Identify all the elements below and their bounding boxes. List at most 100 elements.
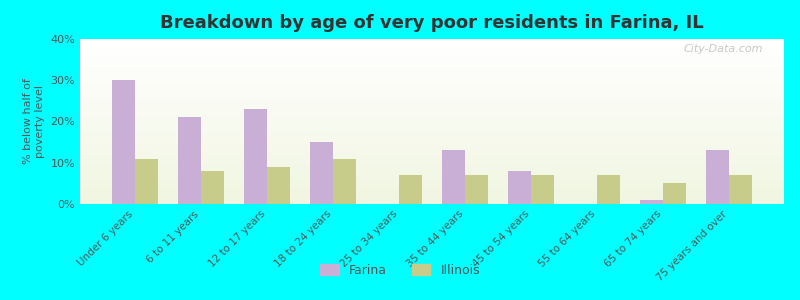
Bar bbox=[640, 200, 663, 204]
Bar bbox=[80, 199, 784, 201]
Bar bbox=[80, 42, 784, 44]
Bar bbox=[80, 131, 784, 133]
Bar bbox=[80, 57, 784, 59]
Bar bbox=[333, 159, 356, 204]
Bar bbox=[80, 182, 784, 184]
Bar bbox=[80, 82, 784, 83]
Bar bbox=[80, 92, 784, 93]
Bar bbox=[80, 179, 784, 181]
Bar bbox=[80, 201, 784, 202]
Bar bbox=[80, 88, 784, 90]
Bar bbox=[80, 123, 784, 125]
Bar bbox=[80, 115, 784, 116]
Bar bbox=[80, 79, 784, 80]
Bar bbox=[80, 188, 784, 189]
Bar bbox=[80, 194, 784, 196]
Bar bbox=[80, 62, 784, 64]
Bar bbox=[80, 153, 784, 154]
Bar bbox=[112, 80, 135, 204]
Bar bbox=[80, 128, 784, 130]
Bar bbox=[80, 120, 784, 122]
Bar bbox=[80, 72, 784, 74]
Bar bbox=[80, 126, 784, 128]
Bar bbox=[80, 168, 784, 169]
Bar bbox=[80, 95, 784, 97]
Bar bbox=[80, 113, 784, 115]
Bar bbox=[80, 181, 784, 182]
Bar bbox=[80, 145, 784, 146]
Bar bbox=[80, 106, 784, 108]
Bar bbox=[80, 146, 784, 148]
Bar bbox=[80, 130, 784, 131]
Bar bbox=[80, 59, 784, 60]
Bar bbox=[597, 175, 620, 204]
Bar bbox=[80, 141, 784, 143]
Bar bbox=[80, 158, 784, 159]
Bar bbox=[80, 191, 784, 193]
Bar bbox=[80, 135, 784, 136]
Bar bbox=[80, 102, 784, 103]
Bar bbox=[80, 44, 784, 46]
Bar bbox=[80, 202, 784, 204]
Bar bbox=[80, 50, 784, 52]
Bar bbox=[80, 97, 784, 98]
Bar bbox=[80, 148, 784, 149]
Bar bbox=[80, 125, 784, 126]
Bar bbox=[80, 110, 784, 112]
Y-axis label: % below half of
poverty level: % below half of poverty level bbox=[23, 79, 45, 164]
Bar bbox=[80, 143, 784, 145]
Bar bbox=[80, 140, 784, 141]
Bar bbox=[508, 171, 531, 204]
Bar bbox=[310, 142, 333, 204]
Bar bbox=[80, 39, 784, 40]
Bar bbox=[80, 46, 784, 47]
Bar bbox=[80, 186, 784, 188]
Bar bbox=[80, 77, 784, 79]
Bar bbox=[80, 122, 784, 123]
Bar bbox=[80, 171, 784, 172]
Bar bbox=[80, 52, 784, 54]
Bar bbox=[80, 159, 784, 161]
Bar bbox=[80, 54, 784, 56]
Bar bbox=[80, 98, 784, 100]
Bar bbox=[80, 65, 784, 67]
Bar bbox=[531, 175, 554, 204]
Bar bbox=[80, 93, 784, 95]
Bar bbox=[80, 67, 784, 69]
Bar bbox=[80, 90, 784, 92]
Bar bbox=[80, 105, 784, 106]
Bar bbox=[80, 197, 784, 199]
Bar bbox=[80, 112, 784, 113]
Legend: Farina, Illinois: Farina, Illinois bbox=[315, 259, 485, 282]
Bar bbox=[80, 74, 784, 75]
Title: Breakdown by age of very poor residents in Farina, IL: Breakdown by age of very poor residents … bbox=[160, 14, 704, 32]
Bar bbox=[80, 156, 784, 158]
Bar bbox=[80, 161, 784, 163]
Bar bbox=[80, 40, 784, 42]
Bar bbox=[80, 174, 784, 176]
Bar bbox=[80, 178, 784, 179]
Bar bbox=[80, 108, 784, 110]
Bar bbox=[80, 169, 784, 171]
Bar bbox=[80, 60, 784, 62]
Bar bbox=[80, 193, 784, 194]
Bar bbox=[80, 176, 784, 178]
Bar bbox=[80, 164, 784, 166]
Bar bbox=[663, 183, 686, 204]
Bar bbox=[178, 117, 201, 204]
Bar bbox=[399, 175, 422, 204]
Bar bbox=[80, 154, 784, 156]
Bar bbox=[465, 175, 488, 204]
Bar bbox=[80, 133, 784, 135]
Bar bbox=[80, 138, 784, 140]
Bar bbox=[80, 196, 784, 197]
Bar bbox=[80, 83, 784, 85]
Bar bbox=[80, 80, 784, 82]
Bar bbox=[135, 159, 158, 204]
Bar bbox=[80, 166, 784, 168]
Bar bbox=[80, 70, 784, 72]
Bar bbox=[267, 167, 290, 204]
Bar bbox=[442, 150, 465, 204]
Bar bbox=[80, 118, 784, 120]
Bar bbox=[80, 100, 784, 102]
